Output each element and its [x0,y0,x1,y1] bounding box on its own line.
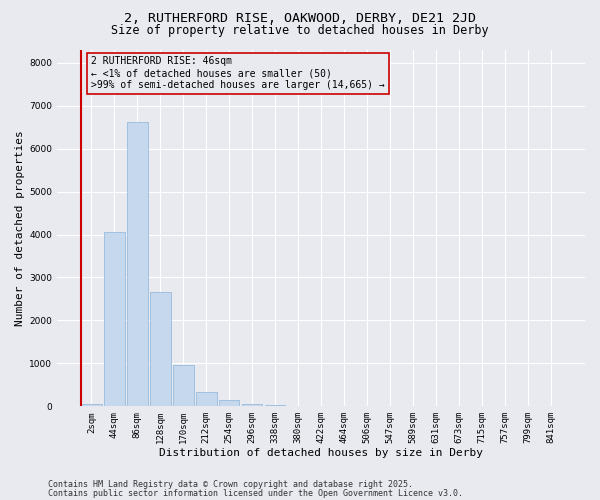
Text: 2, RUTHERFORD RISE, OAKWOOD, DERBY, DE21 2JD: 2, RUTHERFORD RISE, OAKWOOD, DERBY, DE21… [124,12,476,26]
Text: 2 RUTHERFORD RISE: 46sqm
← <1% of detached houses are smaller (50)
>99% of semi-: 2 RUTHERFORD RISE: 46sqm ← <1% of detach… [91,56,385,90]
Bar [242,404,262,406]
Bar [104,232,125,406]
Bar [265,405,286,406]
Bar [81,404,101,406]
Bar [196,392,217,406]
Bar [150,292,170,406]
Bar [127,122,148,406]
X-axis label: Distribution of detached houses by size in Derby: Distribution of detached houses by size … [159,448,483,458]
Bar [173,364,194,406]
Text: Contains HM Land Registry data © Crown copyright and database right 2025.: Contains HM Land Registry data © Crown c… [48,480,413,489]
Bar [219,400,239,406]
Text: Size of property relative to detached houses in Derby: Size of property relative to detached ho… [111,24,489,37]
Y-axis label: Number of detached properties: Number of detached properties [15,130,25,326]
Text: Contains public sector information licensed under the Open Government Licence v3: Contains public sector information licen… [48,489,463,498]
